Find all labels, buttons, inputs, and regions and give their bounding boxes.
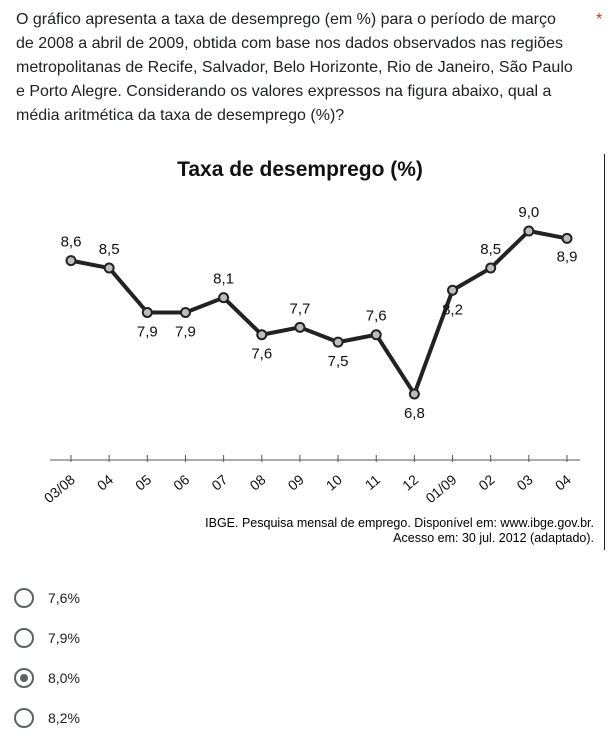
question-text: O gráfico apresenta a taxa de desemprego… (16, 11, 573, 124)
data-label: 8,5 (480, 241, 501, 258)
data-label: 7,6 (251, 346, 272, 363)
x-tick-label: 10 (323, 471, 345, 493)
answer-options: 7,6% 7,9% 8,0% 8,2% (14, 578, 414, 738)
source-line-1: IBGE. Pesquisa mensal de emprego. Dispon… (205, 516, 594, 530)
data-label: 8,1 (213, 271, 234, 288)
tick-labels: 03/08 04 05 06 07 08 09 10 11 12 01/09 02 03 04 (41, 471, 574, 506)
data-label: 9,0 (518, 204, 539, 221)
data-point (370, 329, 382, 341)
x-tick-label: 07 (208, 471, 230, 493)
answer-option[interactable]: 8,0% (14, 658, 414, 698)
data-point (218, 292, 230, 304)
x-tick-label: 03 (514, 471, 536, 493)
radio-button[interactable] (14, 708, 34, 728)
required-marker: * (596, 11, 603, 28)
series-polyline (70, 229, 568, 396)
x-tick-label: 11 (362, 471, 384, 493)
x-tick-label: 08 (246, 471, 268, 493)
radio-button[interactable] (14, 588, 34, 608)
series-line (70, 229, 568, 396)
data-point (179, 307, 191, 318)
x-tick-label: 06 (170, 471, 192, 493)
x-tick-label: 04 (94, 471, 116, 493)
x-tick-label: 05 (132, 471, 154, 493)
data-label: 7,5 (328, 353, 349, 370)
data-point (141, 307, 153, 318)
data-label: 7,7 (289, 300, 310, 317)
x-tick-label: 03/08 (41, 471, 78, 506)
x-tick-label: 04 (552, 471, 574, 493)
answer-option[interactable]: 7,9% (14, 618, 414, 658)
answer-option-label: 8,2% (48, 710, 80, 726)
data-point (65, 255, 77, 267)
data-label: 8,9 (557, 248, 578, 265)
data-label: 8,2 (442, 301, 463, 318)
x-tick-label: 02 (475, 471, 497, 493)
data-point (561, 232, 573, 244)
x-tick-label: 01/09 (422, 471, 459, 506)
answer-option-label: 7,9% (48, 630, 80, 646)
data-points (65, 225, 573, 400)
answer-option-label: 7,6% (48, 590, 80, 606)
x-tick-label: 09 (285, 471, 307, 493)
radio-button-checked[interactable] (14, 668, 34, 688)
data-point (294, 321, 306, 333)
x-tick-label: 12 (399, 471, 421, 493)
x-axis (50, 455, 580, 462)
data-point (408, 388, 420, 400)
data-point (485, 262, 497, 274)
data-label: 8,5 (99, 241, 120, 258)
data-point (523, 225, 535, 237)
data-label: 7,9 (175, 324, 196, 341)
unemployment-line-chart: Taxa de desemprego (%) 8,6 8,5 7,9 7,9 8,1 7,… (41, 158, 580, 506)
data-label: 6,8 (404, 405, 425, 422)
data-labels: 8,6 8,5 7,9 7,9 8,1 7,6 7,7 7,5 7,6 6,8 8,2 8,5 9,0 8… (61, 204, 578, 422)
source-line-2: Acesso em: 30 jul. 2012 (adaptado). (393, 531, 594, 545)
chart-title: Taxa de desemprego (%) (177, 158, 423, 181)
source-citation: IBGE. Pesquisa mensal de emprego. Dispon… (205, 516, 594, 546)
answer-option-label: 8,0% (48, 670, 80, 686)
data-point (103, 262, 115, 274)
answer-option[interactable]: 8,2% (14, 698, 414, 738)
data-label: 8,6 (61, 234, 82, 251)
radio-button[interactable] (14, 628, 34, 648)
chart-figure: Taxa de desemprego (%) 8,6 8,5 7,9 7,9 8,1 7,… (0, 140, 615, 560)
data-point (447, 284, 459, 296)
figure-border (604, 154, 605, 550)
answer-option[interactable]: 7,6% (14, 578, 414, 618)
data-label: 7,6 (366, 308, 387, 325)
data-point (332, 336, 344, 348)
data-label: 7,9 (137, 324, 158, 341)
data-point (256, 329, 268, 341)
